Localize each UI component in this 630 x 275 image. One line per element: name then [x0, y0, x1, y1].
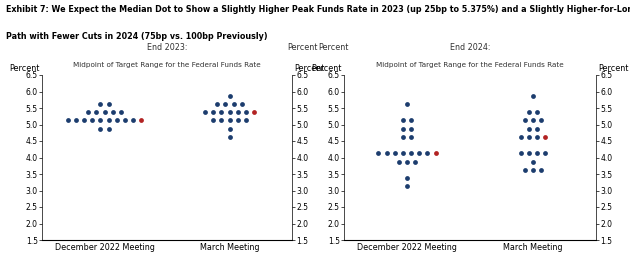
Point: [532, 151, 542, 156]
Point: [112, 118, 122, 123]
Point: [241, 110, 251, 114]
Point: [212, 102, 222, 106]
Text: Midpoint of Target Range for the Federal Funds Rate: Midpoint of Target Range for the Federal…: [73, 62, 261, 68]
Point: [524, 151, 534, 156]
Point: [394, 160, 404, 164]
Point: [415, 151, 425, 156]
Point: [103, 126, 113, 131]
Point: [524, 135, 534, 139]
Point: [128, 118, 138, 123]
Point: [224, 118, 234, 123]
Point: [229, 102, 239, 106]
Point: [402, 102, 412, 106]
Point: [95, 118, 105, 123]
Point: [103, 118, 113, 123]
Point: [103, 102, 113, 106]
Point: [216, 110, 226, 114]
Point: [79, 118, 89, 123]
Point: [528, 160, 538, 164]
Point: [532, 110, 542, 114]
Point: [398, 151, 408, 156]
Point: [423, 151, 433, 156]
Point: [232, 118, 243, 123]
Point: [532, 126, 542, 131]
Point: [249, 110, 259, 114]
Point: [528, 168, 538, 172]
Point: [241, 118, 251, 123]
Text: Exhibit 7: We Expect the Median Dot to Show a Slightly Higher Peak Funds Rate in: Exhibit 7: We Expect the Median Dot to S…: [6, 6, 630, 15]
Point: [91, 110, 101, 114]
Point: [541, 135, 551, 139]
Point: [136, 118, 146, 123]
Point: [116, 110, 126, 114]
Point: [536, 118, 546, 123]
Point: [216, 118, 226, 123]
Point: [108, 110, 118, 114]
Text: End 2023:: End 2023:: [147, 43, 187, 52]
Point: [402, 184, 412, 189]
Point: [541, 151, 551, 156]
Point: [520, 168, 530, 172]
Point: [63, 118, 73, 123]
Point: [208, 110, 218, 114]
Point: [95, 102, 105, 106]
Point: [524, 126, 534, 131]
Text: Percent: Percent: [294, 64, 325, 73]
Point: [71, 118, 81, 123]
Point: [528, 94, 538, 98]
Point: [402, 160, 412, 164]
Point: [398, 126, 408, 131]
Point: [406, 151, 416, 156]
Point: [374, 151, 384, 156]
Text: Percent: Percent: [319, 43, 349, 52]
Point: [95, 126, 105, 131]
Point: [520, 118, 530, 123]
Text: Percent: Percent: [287, 43, 318, 52]
Point: [200, 110, 210, 114]
Text: Percent: Percent: [598, 64, 629, 73]
Point: [536, 168, 546, 172]
Text: Midpoint of Target Range for the Federal Funds Rate: Midpoint of Target Range for the Federal…: [376, 62, 564, 68]
Point: [406, 135, 416, 139]
Point: [120, 118, 130, 123]
Point: [398, 118, 408, 123]
Point: [524, 110, 534, 114]
Text: Percent: Percent: [311, 64, 341, 73]
Point: [390, 151, 400, 156]
Text: End 2024:: End 2024:: [450, 43, 490, 52]
Text: Percent: Percent: [9, 64, 40, 73]
Point: [83, 110, 93, 114]
Text: Path with Fewer Cuts in 2024 (75bp vs. 100bp Previously): Path with Fewer Cuts in 2024 (75bp vs. 1…: [6, 32, 268, 41]
Point: [224, 110, 234, 114]
Point: [232, 110, 243, 114]
Point: [224, 94, 234, 98]
Point: [532, 135, 542, 139]
Point: [224, 126, 234, 131]
Point: [398, 135, 408, 139]
Point: [431, 151, 441, 156]
Point: [208, 118, 218, 123]
Point: [406, 126, 416, 131]
Point: [224, 135, 234, 139]
Point: [220, 102, 231, 106]
Point: [406, 118, 416, 123]
Point: [88, 118, 98, 123]
Point: [516, 151, 526, 156]
Point: [528, 118, 538, 123]
Point: [516, 135, 526, 139]
Point: [237, 102, 247, 106]
Point: [382, 151, 392, 156]
Point: [410, 160, 420, 164]
Point: [100, 110, 110, 114]
Point: [402, 176, 412, 180]
